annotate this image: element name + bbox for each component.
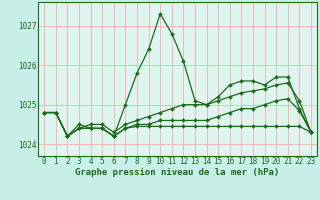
X-axis label: Graphe pression niveau de la mer (hPa): Graphe pression niveau de la mer (hPa) (76, 168, 280, 177)
